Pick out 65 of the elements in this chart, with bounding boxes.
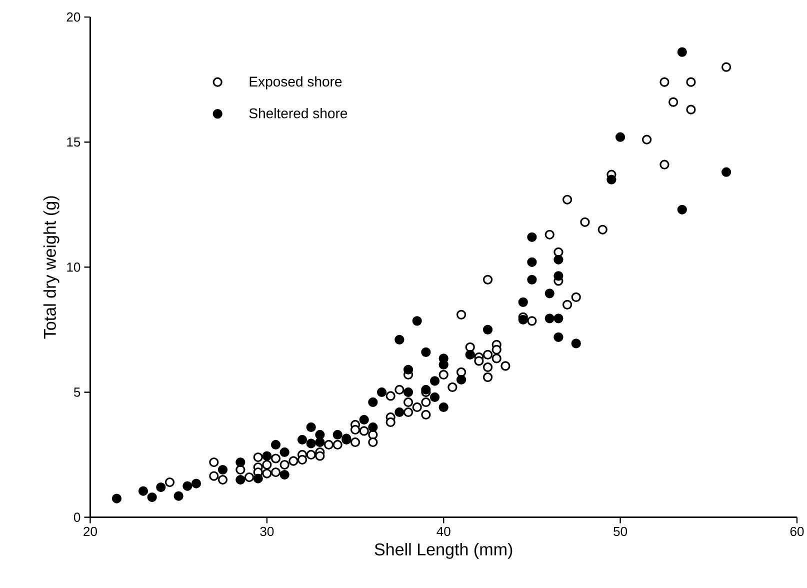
point <box>465 350 475 360</box>
point <box>527 257 537 267</box>
point <box>376 387 387 397</box>
point <box>368 397 378 407</box>
legend-label: Sheltered shore <box>249 108 348 118</box>
point <box>518 297 528 307</box>
point <box>721 167 732 177</box>
point <box>315 437 325 447</box>
legend-label: Exposed shore <box>250 76 342 90</box>
point <box>456 374 466 384</box>
point <box>236 474 246 484</box>
point <box>368 422 378 432</box>
point <box>174 490 184 501</box>
y-tick-label: 0 <box>74 512 80 522</box>
point <box>527 232 537 242</box>
x-tick-label: 40 <box>436 526 450 536</box>
point <box>138 486 148 496</box>
y-tick-label: 15 <box>67 137 80 146</box>
point <box>412 316 422 326</box>
point <box>554 332 564 342</box>
x-tick-label: 30 <box>260 526 274 536</box>
point <box>394 334 404 344</box>
point <box>677 47 687 57</box>
point <box>421 347 431 357</box>
point <box>554 313 564 324</box>
point <box>482 324 493 334</box>
point <box>544 313 554 324</box>
point <box>359 414 369 424</box>
x-tick-label: 60 <box>790 526 804 536</box>
point <box>191 478 202 488</box>
point <box>421 384 431 394</box>
point <box>544 288 554 298</box>
x-tick-label: 20 <box>84 526 97 536</box>
point <box>147 492 157 502</box>
point <box>554 254 564 264</box>
point <box>297 434 308 444</box>
point <box>218 464 228 474</box>
point <box>430 392 440 402</box>
point <box>677 204 687 214</box>
point <box>527 274 537 284</box>
point <box>112 493 122 504</box>
point <box>306 438 316 448</box>
point <box>306 422 316 432</box>
y-tick-label: 5 <box>74 387 80 397</box>
point <box>430 376 440 386</box>
point <box>438 402 448 412</box>
point <box>270 440 281 450</box>
point <box>262 450 272 461</box>
point <box>280 447 290 457</box>
y-axis-title: Total dry weight (g) <box>43 196 60 339</box>
point <box>315 430 325 440</box>
point <box>156 482 166 492</box>
point <box>182 480 192 491</box>
point <box>403 387 414 397</box>
point <box>394 407 404 417</box>
point <box>280 470 290 480</box>
x-tick-label: 50 <box>614 526 628 536</box>
x-axis-title: Shell Length (mm) <box>374 542 512 559</box>
y-tick-label: 20 <box>66 12 80 22</box>
point <box>332 430 342 440</box>
point <box>518 314 528 324</box>
point <box>571 338 581 348</box>
point <box>236 457 246 467</box>
y-tick-label: 10 <box>67 262 80 272</box>
point <box>615 132 626 142</box>
